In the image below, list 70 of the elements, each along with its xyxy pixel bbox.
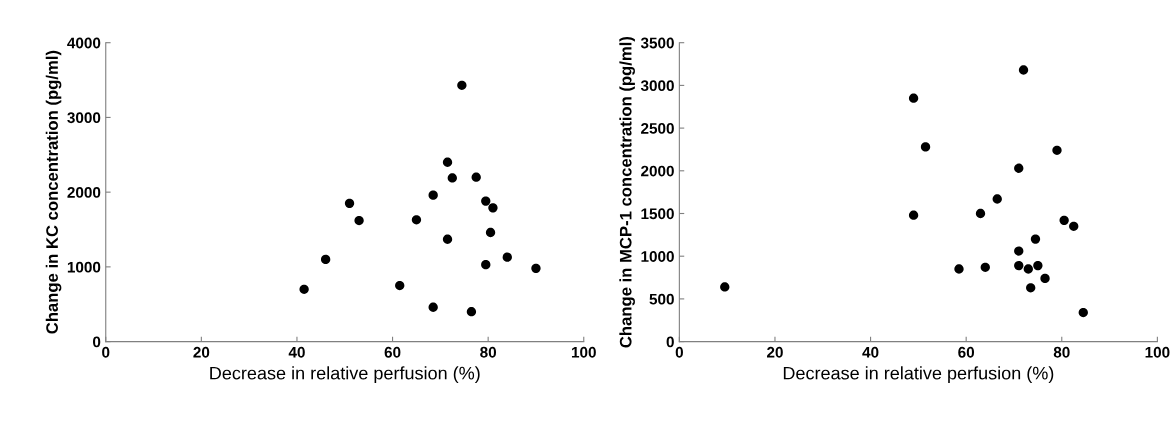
point bbox=[975, 208, 986, 219]
y-tick-label: 0 bbox=[93, 336, 101, 348]
x-tick-label: 60 bbox=[384, 346, 401, 358]
y-tick-label: 2000 bbox=[641, 165, 674, 177]
y-tick-label: 2500 bbox=[641, 122, 674, 134]
point bbox=[299, 284, 309, 294]
y-tick-label: 1500 bbox=[641, 208, 674, 220]
point bbox=[1023, 264, 1033, 274]
y-tick-label: 4000 bbox=[67, 37, 101, 49]
y-tick-label: 1000 bbox=[67, 261, 101, 273]
point bbox=[1052, 145, 1062, 155]
point bbox=[1014, 246, 1024, 256]
y-tick-label: 2000 bbox=[67, 187, 101, 198]
x-tick-label: 60 bbox=[958, 346, 975, 358]
point bbox=[1014, 260, 1024, 271]
point bbox=[354, 215, 364, 226]
point bbox=[1069, 221, 1079, 231]
point bbox=[908, 93, 919, 103]
y-tick-label: 3000 bbox=[67, 112, 101, 124]
point bbox=[395, 280, 405, 291]
point bbox=[908, 210, 919, 220]
x-axis-title: Decrease in relative perfusion (%) bbox=[210, 366, 480, 384]
point bbox=[481, 259, 491, 270]
point bbox=[485, 227, 496, 238]
x-tick-label: 100 bbox=[571, 346, 596, 358]
point bbox=[720, 282, 730, 292]
point bbox=[1078, 307, 1088, 318]
x-tick-label: 80 bbox=[1053, 346, 1070, 358]
point bbox=[920, 142, 931, 152]
point bbox=[320, 254, 331, 265]
point bbox=[466, 307, 477, 317]
point bbox=[488, 203, 498, 213]
point bbox=[442, 234, 453, 244]
x-tick-label: 20 bbox=[767, 346, 783, 358]
point bbox=[1059, 215, 1069, 225]
x-tick-label: 0 bbox=[102, 346, 110, 358]
x-axis-title: Decrease in relative perfusion (%) bbox=[783, 366, 1054, 384]
point bbox=[428, 190, 438, 200]
x-tick-label: 0 bbox=[675, 346, 683, 358]
point bbox=[481, 196, 491, 206]
point bbox=[457, 80, 467, 90]
point bbox=[1033, 260, 1043, 271]
point bbox=[502, 252, 512, 262]
y-axis-title: Change in MCP-1 concentration (pg/ml) bbox=[619, 36, 635, 348]
y-tick-label: 1000 bbox=[641, 251, 674, 262]
point bbox=[1018, 65, 1029, 75]
x-tick-label: 40 bbox=[288, 346, 305, 358]
x-tick-label: 40 bbox=[862, 346, 879, 358]
point bbox=[980, 262, 990, 272]
y-tick-label: 500 bbox=[649, 293, 674, 305]
y-tick-label: 3000 bbox=[640, 80, 674, 92]
point bbox=[1014, 163, 1024, 173]
point bbox=[531, 263, 541, 274]
point bbox=[992, 194, 1002, 204]
y-axis-title: Change in KC concentration (pg/ml) bbox=[45, 50, 62, 334]
x-tick-label: 100 bbox=[1145, 346, 1170, 358]
point bbox=[344, 198, 355, 209]
x-tick-label: 80 bbox=[480, 346, 497, 358]
y-tick-label: 0 bbox=[666, 336, 674, 348]
point bbox=[954, 264, 964, 274]
y-tick-label: 3500 bbox=[640, 37, 674, 49]
point bbox=[411, 215, 422, 225]
point bbox=[447, 173, 457, 183]
point bbox=[442, 157, 453, 167]
point bbox=[1040, 273, 1050, 284]
point bbox=[428, 302, 438, 312]
point bbox=[471, 172, 481, 182]
x-tick-label: 20 bbox=[193, 346, 210, 358]
point bbox=[1030, 234, 1041, 244]
point bbox=[1026, 283, 1036, 293]
